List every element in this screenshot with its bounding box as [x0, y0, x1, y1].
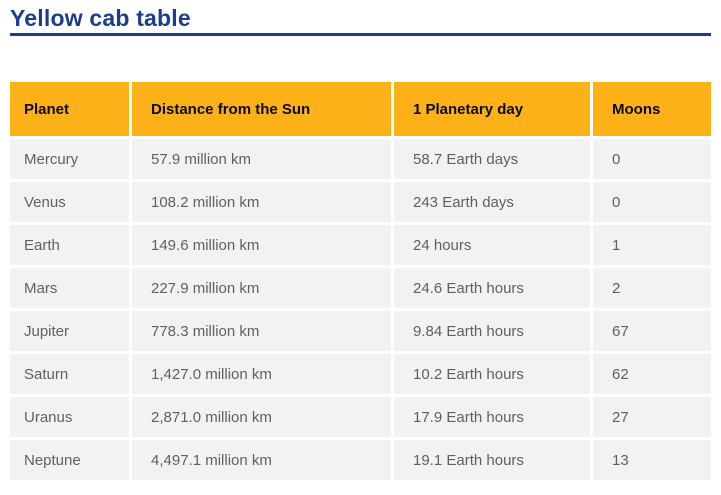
cell-planet: Uranus — [10, 397, 129, 437]
cell-planet: Mercury — [10, 139, 129, 179]
cell-moons: 62 — [593, 354, 711, 394]
cell-planet: Mars — [10, 268, 129, 308]
cell-distance: 4,497.1 million km — [132, 440, 391, 480]
planets-table: Planet Distance from the Sun 1 Planetary… — [10, 82, 711, 480]
page-title: Yellow cab table — [10, 5, 191, 31]
cell-distance: 149.6 million km — [132, 225, 391, 265]
cell-day: 10.2 Earth hours — [394, 354, 590, 394]
header-distance: Distance from the Sun — [132, 82, 391, 136]
cell-moons: 0 — [593, 139, 711, 179]
cell-distance: 57.9 million km — [132, 139, 391, 179]
cell-day: 17.9 Earth hours — [394, 397, 590, 437]
cell-moons: 2 — [593, 268, 711, 308]
cell-moons: 67 — [593, 311, 711, 351]
cell-moons: 27 — [593, 397, 711, 437]
cell-distance: 778.3 million km — [132, 311, 391, 351]
cell-planet: Earth — [10, 225, 129, 265]
cell-moons: 1 — [593, 225, 711, 265]
cell-distance: 1,427.0 million km — [132, 354, 391, 394]
cell-distance: 227.9 million km — [132, 268, 391, 308]
cell-day: 58.7 Earth days — [394, 139, 590, 179]
cell-distance: 2,871.0 million km — [132, 397, 391, 437]
cell-planet: Jupiter — [10, 311, 129, 351]
cell-planet: Saturn — [10, 354, 129, 394]
header-moons: Moons — [593, 82, 711, 136]
cell-day: 243 Earth days — [394, 182, 590, 222]
cell-day: 19.1 Earth hours — [394, 440, 590, 480]
cell-day: 24 hours — [394, 225, 590, 265]
cell-day: 9.84 Earth hours — [394, 311, 590, 351]
cell-planet: Neptune — [10, 440, 129, 480]
cell-day: 24.6 Earth hours — [394, 268, 590, 308]
cell-moons: 13 — [593, 440, 711, 480]
cell-moons: 0 — [593, 182, 711, 222]
title-rule — [10, 33, 711, 36]
cell-distance: 108.2 million km — [132, 182, 391, 222]
header-planet: Planet — [10, 82, 129, 136]
cell-planet: Venus — [10, 182, 129, 222]
header-day: 1 Planetary day — [394, 82, 590, 136]
